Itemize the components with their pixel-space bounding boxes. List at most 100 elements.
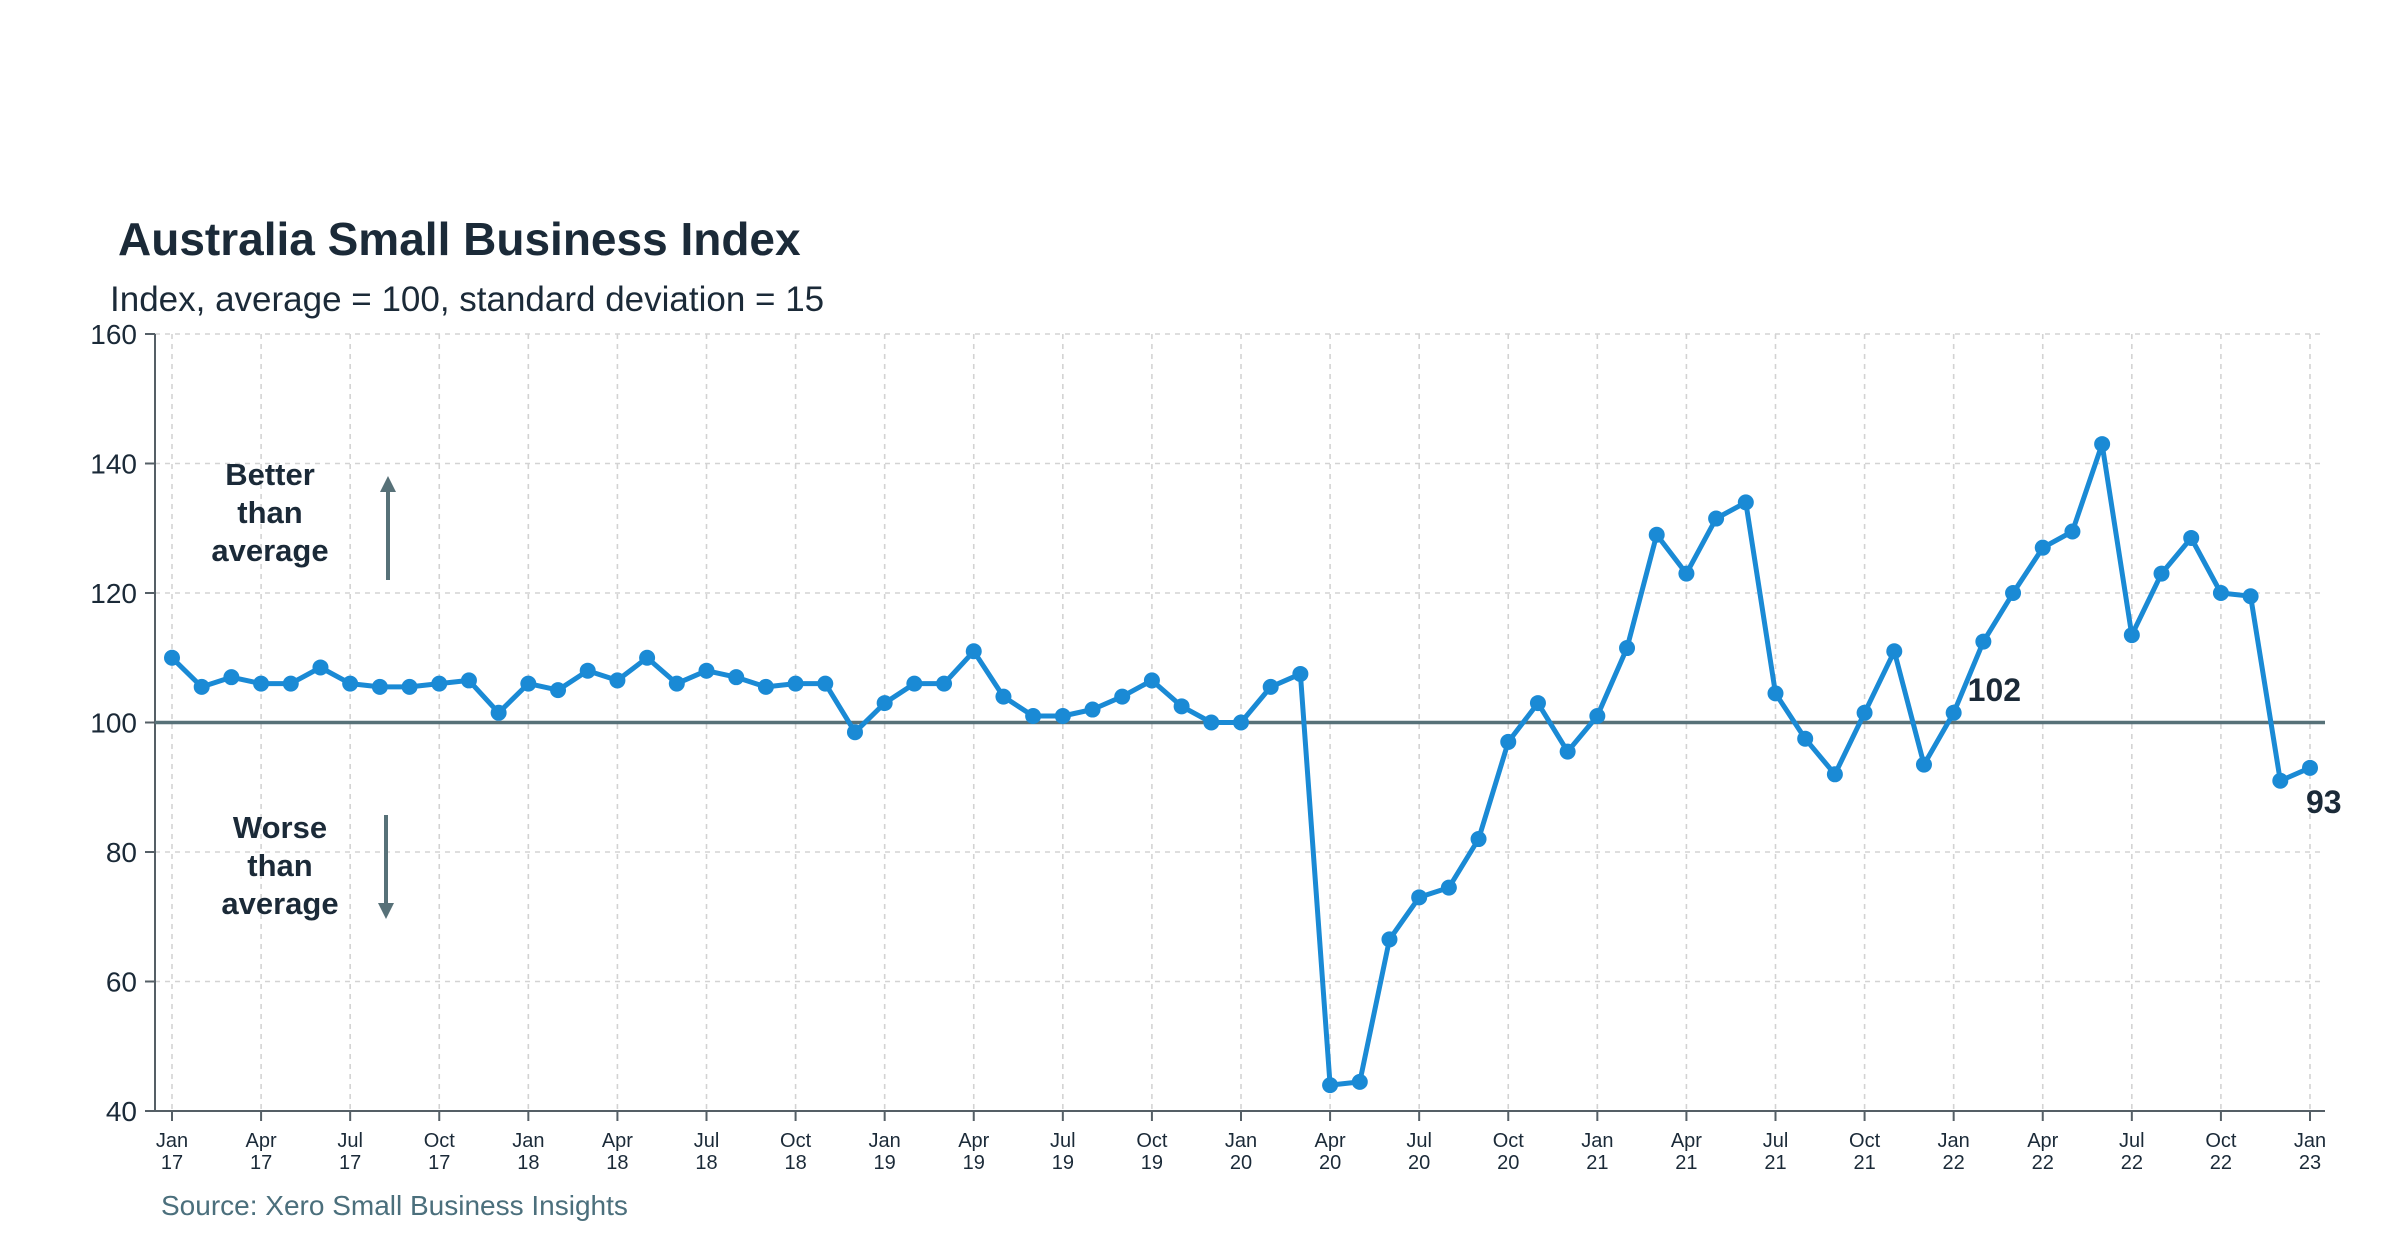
data-point bbox=[1678, 565, 1695, 582]
data-point bbox=[876, 695, 893, 712]
data-point bbox=[1233, 714, 1249, 731]
x-tick-label: Jul 22 bbox=[2119, 1130, 2145, 1174]
data-point bbox=[668, 675, 685, 692]
data-point bbox=[639, 649, 656, 666]
data-point bbox=[2212, 585, 2229, 601]
data-point bbox=[757, 678, 774, 695]
x-tick-label: Apr 20 bbox=[1315, 1130, 1346, 1174]
data-point bbox=[2005, 585, 2022, 601]
y-tick-label: 60 bbox=[106, 967, 137, 998]
axes: 40 60 80 100 120 140 160 Jan 17 Apr 17 Jul 17 Oct 17 Ja… bbox=[90, 319, 2326, 1174]
data-point bbox=[193, 678, 210, 695]
data-point bbox=[1440, 879, 1457, 896]
data-point bbox=[253, 675, 270, 692]
data-point bbox=[579, 662, 596, 679]
data-point bbox=[1262, 678, 1279, 695]
x-tick-label: Jul 18 bbox=[694, 1130, 720, 1174]
data-point bbox=[1737, 494, 1754, 511]
data-point bbox=[995, 688, 1012, 705]
data-point bbox=[2153, 565, 2170, 582]
x-tick-label: Oct 17 bbox=[424, 1130, 456, 1174]
data-point bbox=[371, 678, 388, 695]
x-tick-label: Jul 20 bbox=[1406, 1130, 1432, 1174]
better-than-average-label: Better bbox=[225, 457, 315, 492]
data-point bbox=[1619, 640, 1636, 657]
data-point bbox=[1470, 831, 1487, 848]
data-point bbox=[1203, 714, 1220, 731]
data-label: 102 bbox=[1968, 672, 2021, 708]
data-point bbox=[2094, 436, 2111, 453]
data-point bbox=[2183, 529, 2200, 546]
x-tick-label: Oct 20 bbox=[1493, 1130, 1525, 1174]
data-point bbox=[728, 669, 745, 686]
data-point bbox=[1856, 704, 1873, 721]
x-tick-label: Oct 22 bbox=[2205, 1130, 2237, 1174]
data-point bbox=[401, 678, 418, 695]
x-tick-label: Jan 23 bbox=[2294, 1130, 2326, 1174]
data-point bbox=[223, 669, 240, 686]
data-point bbox=[2064, 523, 2081, 540]
x-tick-label: Oct 21 bbox=[1849, 1130, 1881, 1174]
data-point bbox=[2302, 759, 2318, 776]
data-point bbox=[1381, 931, 1398, 948]
data-point bbox=[2242, 588, 2259, 605]
y-tick-label: 140 bbox=[90, 449, 137, 480]
y-tick-label: 160 bbox=[90, 319, 137, 350]
data-point bbox=[164, 649, 180, 666]
worse-than-average-label: Worse bbox=[233, 810, 327, 845]
y-tick-label: 80 bbox=[106, 837, 137, 868]
better-than-average-label: than bbox=[237, 495, 302, 530]
data-point bbox=[550, 682, 567, 699]
x-tick-label: Jul 17 bbox=[337, 1130, 363, 1174]
x-tick-label: Apr 17 bbox=[246, 1130, 277, 1174]
x-tick-label: Oct 18 bbox=[780, 1130, 812, 1174]
x-tick-label: Jan 22 bbox=[1938, 1130, 1970, 1174]
chart-subtitle: Index, average = 100, standard deviation… bbox=[110, 280, 825, 319]
x-tick-label: Apr 19 bbox=[958, 1130, 989, 1174]
data-label: 93 bbox=[2306, 784, 2342, 820]
series bbox=[164, 436, 2318, 1094]
data-point bbox=[698, 662, 715, 679]
data-point bbox=[312, 659, 329, 676]
data-point bbox=[431, 675, 448, 692]
worse-than-average-label: than bbox=[247, 848, 312, 883]
x-tick-label: Oct 19 bbox=[1136, 1130, 1168, 1174]
data-point bbox=[1797, 730, 1814, 747]
data-point bbox=[936, 675, 953, 692]
data-labels: 102 93 bbox=[1968, 672, 2342, 820]
data-point bbox=[342, 675, 359, 692]
data-point bbox=[1589, 708, 1606, 725]
data-point bbox=[1826, 766, 1843, 783]
chart-title: Australia Small Business Index bbox=[118, 213, 801, 265]
data-point bbox=[1143, 672, 1160, 689]
x-tick-label: Jan 18 bbox=[512, 1130, 544, 1174]
data-point bbox=[1114, 688, 1131, 705]
worse-than-average-label: average bbox=[221, 886, 338, 921]
data-point bbox=[1945, 704, 1962, 721]
data-point bbox=[787, 675, 804, 692]
x-tick-label: Jan 17 bbox=[156, 1130, 188, 1174]
data-point bbox=[1322, 1077, 1339, 1094]
data-point bbox=[1054, 708, 1071, 725]
x-tick-label: Jan 20 bbox=[1225, 1130, 1257, 1174]
x-tick-label: Apr 21 bbox=[1671, 1130, 1702, 1174]
data-point bbox=[2272, 772, 2289, 789]
data-point bbox=[282, 675, 299, 692]
data-point bbox=[1173, 698, 1190, 715]
data-point bbox=[1351, 1073, 1368, 1090]
data-point bbox=[1084, 701, 1101, 718]
x-tick-label: Jul 19 bbox=[1050, 1130, 1076, 1174]
data-point bbox=[1648, 526, 1665, 543]
y-tick-label: 120 bbox=[90, 578, 137, 609]
better-than-average-label: average bbox=[211, 533, 328, 568]
x-tick-label: Apr 22 bbox=[2027, 1130, 2058, 1174]
data-point bbox=[1915, 756, 1932, 773]
data-point bbox=[1292, 665, 1309, 682]
x-tick-label: Jul 21 bbox=[1763, 1130, 1789, 1174]
x-tick-label: Jan 19 bbox=[869, 1130, 901, 1174]
data-point bbox=[460, 672, 477, 689]
data-point bbox=[490, 704, 507, 721]
data-point bbox=[520, 675, 537, 692]
